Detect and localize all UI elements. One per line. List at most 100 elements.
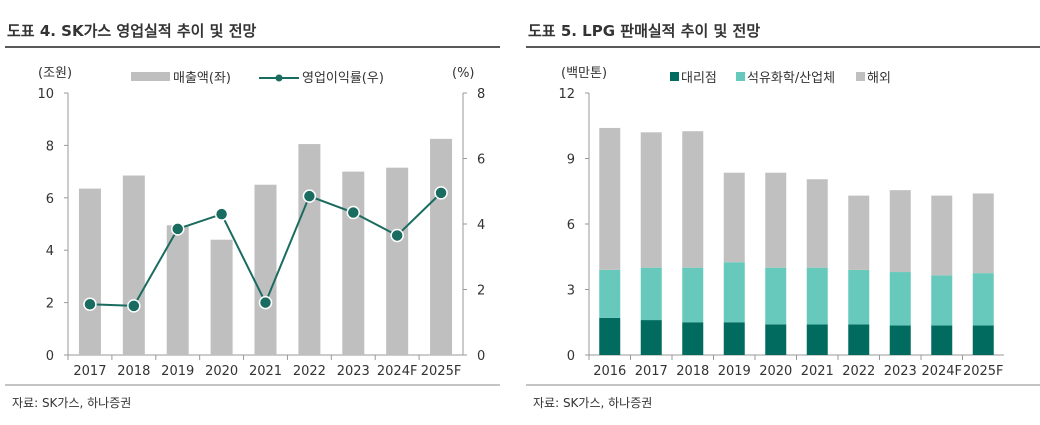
petchem-bar-segment [931, 275, 953, 326]
agency-bar-segment [848, 324, 870, 355]
overseas-bar-segment [682, 131, 704, 268]
y2-tick-label: 2 [477, 284, 485, 299]
petchem-bar-segment [723, 262, 745, 323]
x-tick-label: 2025F [963, 364, 1004, 379]
x-tick-label: 2021 [249, 364, 282, 379]
revenue-bar [342, 171, 365, 355]
revenue-bar [210, 239, 233, 355]
petchem-bar-segment [889, 272, 911, 326]
x-tick-label: 2021 [801, 364, 834, 379]
y-tick-label: 10 [37, 87, 54, 102]
revenue-bar [254, 184, 277, 355]
y-axis-unit: (조원) [38, 66, 72, 81]
x-tick-label: 2019 [161, 364, 194, 379]
y-tick-label: 2 [46, 297, 54, 312]
legend-swatch-revenue [131, 72, 170, 81]
overseas-bar-segment [931, 195, 953, 276]
y-tick-label: 6 [567, 218, 575, 233]
overseas-bar-segment [889, 190, 911, 273]
margin-point [390, 228, 404, 243]
overseas-bar-segment [806, 179, 828, 268]
legend-label-agency: 대리점 [681, 71, 717, 86]
x-tick-label: 2025F [421, 364, 462, 379]
x-tick-label: 2017 [73, 364, 106, 379]
x-tick-label: 2024F [921, 364, 962, 379]
x-tick-label: 2022 [293, 364, 326, 379]
petchem-bar-segment [765, 267, 787, 325]
agency-bar-segment [765, 324, 787, 355]
y-tick-label: 0 [567, 349, 575, 364]
source-note: 자료: SK가스, 하나증권 [12, 396, 131, 410]
overseas-bar-segment [765, 172, 787, 268]
petchem-bar-segment [806, 267, 828, 325]
x-tick-label: 2022 [842, 364, 875, 379]
petchem-bar-segment [599, 269, 621, 318]
petchem-bar-segment [848, 269, 870, 325]
x-tick-label: 2023 [337, 364, 370, 379]
y2-tick-label: 8 [477, 87, 485, 102]
revenue-bar [386, 167, 409, 355]
y-tick-label: 0 [46, 349, 54, 364]
x-tick-label: 2019 [718, 364, 751, 379]
agency-bar-segment [723, 322, 745, 355]
x-tick-label: 2023 [884, 364, 917, 379]
legend-label-margin: 영업이익률(우) [302, 71, 384, 86]
legend-swatch-overseas [856, 72, 865, 81]
legend-swatch-agency [670, 72, 679, 81]
source-note: 자료: SK가스, 하나증권 [533, 396, 652, 410]
y2-tick-label: 4 [477, 218, 485, 233]
y2-tick-label: 0 [477, 349, 485, 364]
margin-point [434, 186, 448, 200]
x-tick-label: 2018 [117, 364, 150, 379]
legend-swatch-petchem [736, 72, 745, 81]
margin-point [258, 295, 273, 310]
margin-point [127, 299, 141, 313]
agency-bar-segment [972, 325, 994, 355]
agency-bar-segment [889, 325, 911, 355]
overseas-bar-segment [848, 195, 870, 270]
x-tick-label: 2024F [377, 364, 418, 379]
margin-point [170, 222, 185, 236]
chart-title: 도표 4. SK가스 영업실적 추이 및 전망 [7, 22, 256, 40]
y-tick-label: 4 [46, 244, 54, 259]
margin-point [346, 205, 361, 220]
y-tick-label: 9 [567, 153, 575, 168]
petchem-bar-segment [682, 267, 704, 323]
x-tick-label: 2016 [593, 364, 626, 379]
revenue-bar [166, 225, 189, 355]
x-tick-label: 2018 [676, 364, 709, 379]
legend-label-petchem: 석유화학/산업체 [747, 71, 835, 86]
petchem-bar-segment [640, 267, 662, 321]
margin-point [302, 189, 317, 203]
agency-bar-segment [682, 322, 704, 355]
y-tick-label: 3 [567, 284, 575, 299]
agency-bar-segment [931, 325, 953, 355]
petchem-bar-segment [972, 273, 994, 326]
y-tick-label: 6 [46, 192, 54, 207]
agency-bar-segment [806, 324, 828, 355]
x-tick-label: 2020 [759, 364, 792, 379]
revenue-bar [78, 188, 101, 355]
legend-label-revenue: 매출액(좌) [173, 71, 231, 86]
x-tick-label: 2017 [635, 364, 668, 379]
overseas-bar-segment [972, 193, 994, 274]
legend-marker-margin [275, 74, 283, 82]
overseas-bar-segment [640, 132, 662, 268]
agency-bar-segment [599, 317, 621, 355]
y-axis-unit: (백만톤) [561, 66, 607, 81]
legend-label-overseas: 해외 [867, 71, 891, 86]
x-tick-label: 2020 [205, 364, 238, 379]
y2-tick-label: 6 [477, 153, 485, 168]
y-tick-label: 12 [558, 87, 575, 102]
overseas-bar-segment [599, 127, 621, 270]
margin-point [83, 297, 97, 311]
revenue-bar [122, 175, 145, 355]
overseas-bar-segment [723, 172, 745, 263]
revenue-bar [430, 138, 453, 355]
revenue-bar [298, 144, 321, 355]
margin-point [214, 207, 229, 221]
y2-axis-unit: (%) [452, 66, 475, 81]
y-tick-label: 8 [46, 139, 54, 154]
chart-title: 도표 5. LPG 판매실적 추이 및 전망 [528, 22, 760, 40]
